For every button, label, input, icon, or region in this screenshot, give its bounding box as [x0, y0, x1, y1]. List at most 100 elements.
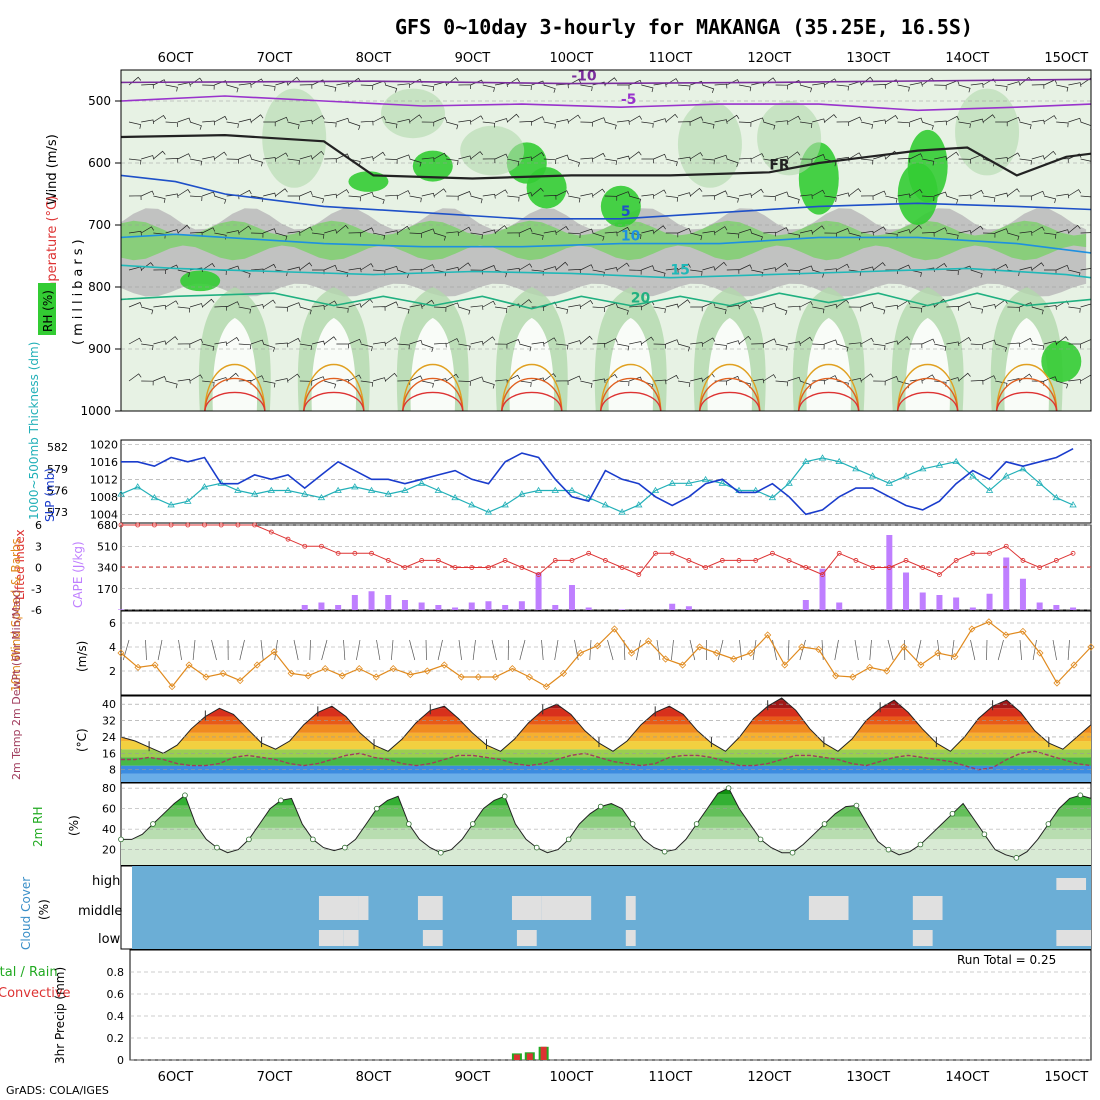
wind-barb	[787, 341, 801, 346]
wind-barb	[897, 158, 911, 163]
rh-marker	[182, 792, 188, 799]
wind-barb	[1080, 339, 1091, 345]
li-marker	[719, 558, 725, 563]
wind-barb	[641, 336, 654, 345]
wind-barb	[299, 190, 313, 197]
wind-barb	[238, 343, 252, 350]
wind-marker	[832, 672, 840, 680]
wind-barb	[690, 152, 703, 160]
wind-barb	[775, 306, 788, 316]
slp-series	[121, 447, 1074, 516]
isotherm-label: 10	[621, 229, 641, 245]
isotherm-label: 15	[670, 263, 689, 279]
wind-barb	[214, 195, 227, 204]
wind-barb	[1031, 190, 1045, 197]
li-marker	[369, 550, 374, 556]
wind-barb	[1068, 189, 1082, 197]
wind-barb	[665, 268, 679, 273]
cape-bar	[418, 602, 425, 610]
wind-barb	[385, 337, 398, 345]
surface-barb	[997, 639, 1004, 661]
li-marker	[853, 558, 859, 563]
wind-barb	[458, 306, 471, 315]
wind-barb	[250, 114, 264, 123]
wind-barb	[799, 121, 813, 128]
rh-marker	[406, 821, 412, 827]
wind-barb	[507, 195, 520, 202]
li-marker	[402, 565, 408, 570]
rh-tick-label: 60	[102, 803, 116, 816]
thickness-marker	[952, 457, 960, 465]
temperature-tick-label: 32	[102, 715, 116, 728]
wind-barb	[995, 343, 1008, 352]
wind-barb	[470, 115, 484, 123]
wind-barb	[653, 379, 667, 385]
wind-marker	[321, 665, 329, 673]
warm-isotherm-arch	[995, 377, 1058, 411]
wind-barb	[897, 264, 911, 271]
cape-bar	[335, 605, 342, 610]
rh-tick-label: 80	[102, 782, 116, 795]
wind-barb	[348, 232, 362, 237]
cape-bar	[452, 607, 459, 610]
wind-marker	[985, 618, 993, 626]
wind-barb	[555, 190, 569, 197]
wind-barb	[775, 343, 788, 351]
wind-barb	[909, 343, 923, 349]
wind-marker	[185, 661, 193, 669]
cloud-block	[625, 896, 636, 920]
wind-barb	[226, 265, 240, 271]
surface-barb	[192, 639, 196, 661]
wind-barb	[202, 380, 215, 387]
isotherm-label: 20	[631, 291, 651, 307]
wind-barb	[458, 343, 471, 351]
thickness-marker	[1035, 479, 1044, 486]
wind-barb	[1031, 226, 1045, 234]
wind-barb	[580, 335, 593, 345]
wind-barb	[958, 372, 971, 382]
wind-barb	[946, 151, 959, 160]
wind-barb	[494, 225, 508, 234]
wind-barb	[433, 117, 448, 123]
wind-barb	[421, 157, 435, 162]
cloud-panel: high middle low Cloud Cover (%)	[19, 865, 1092, 950]
wind-barb	[1056, 380, 1069, 389]
li-marker	[352, 550, 358, 556]
wind-marker	[406, 671, 414, 679]
wind-barb	[763, 267, 777, 272]
li-tick-label: -3	[31, 583, 42, 596]
wind-barb	[909, 82, 923, 87]
wind-barb	[360, 227, 374, 234]
wind-barb	[860, 158, 874, 165]
wind-barb	[214, 306, 227, 311]
wind-barb	[372, 377, 387, 382]
wind-barb	[360, 263, 374, 271]
wind-barb	[299, 262, 313, 271]
wind-barb	[494, 269, 508, 278]
surface-barb	[1052, 639, 1057, 661]
wind-marker	[968, 625, 976, 633]
temperature-label: Temperature (°C)	[45, 196, 60, 309]
wind-barb	[1068, 306, 1081, 313]
thickness-marker	[451, 493, 459, 501]
cloud-block	[511, 896, 542, 920]
wind-barb	[909, 224, 922, 234]
cloud-block	[1056, 930, 1091, 946]
wind-barb	[263, 263, 277, 271]
wind-barb	[177, 306, 191, 313]
wind-barb	[543, 230, 557, 236]
wind-barb	[507, 267, 521, 273]
wind-barb	[909, 306, 923, 313]
wind-marker	[781, 661, 789, 669]
wind-barb	[1031, 119, 1045, 125]
precip-axis: 0 0.2 0.4 0.6 0.8	[107, 966, 125, 1067]
wind-barb	[787, 376, 801, 382]
rh-base-fill	[121, 849, 1091, 865]
wind-barb	[250, 232, 264, 238]
wind-barb	[202, 84, 215, 90]
wind-barb	[397, 154, 411, 160]
wind-barb	[299, 119, 313, 125]
x-tick-label-top: 15OCT	[1044, 51, 1088, 66]
wind-barb	[153, 304, 167, 310]
wind-barb	[165, 300, 179, 308]
